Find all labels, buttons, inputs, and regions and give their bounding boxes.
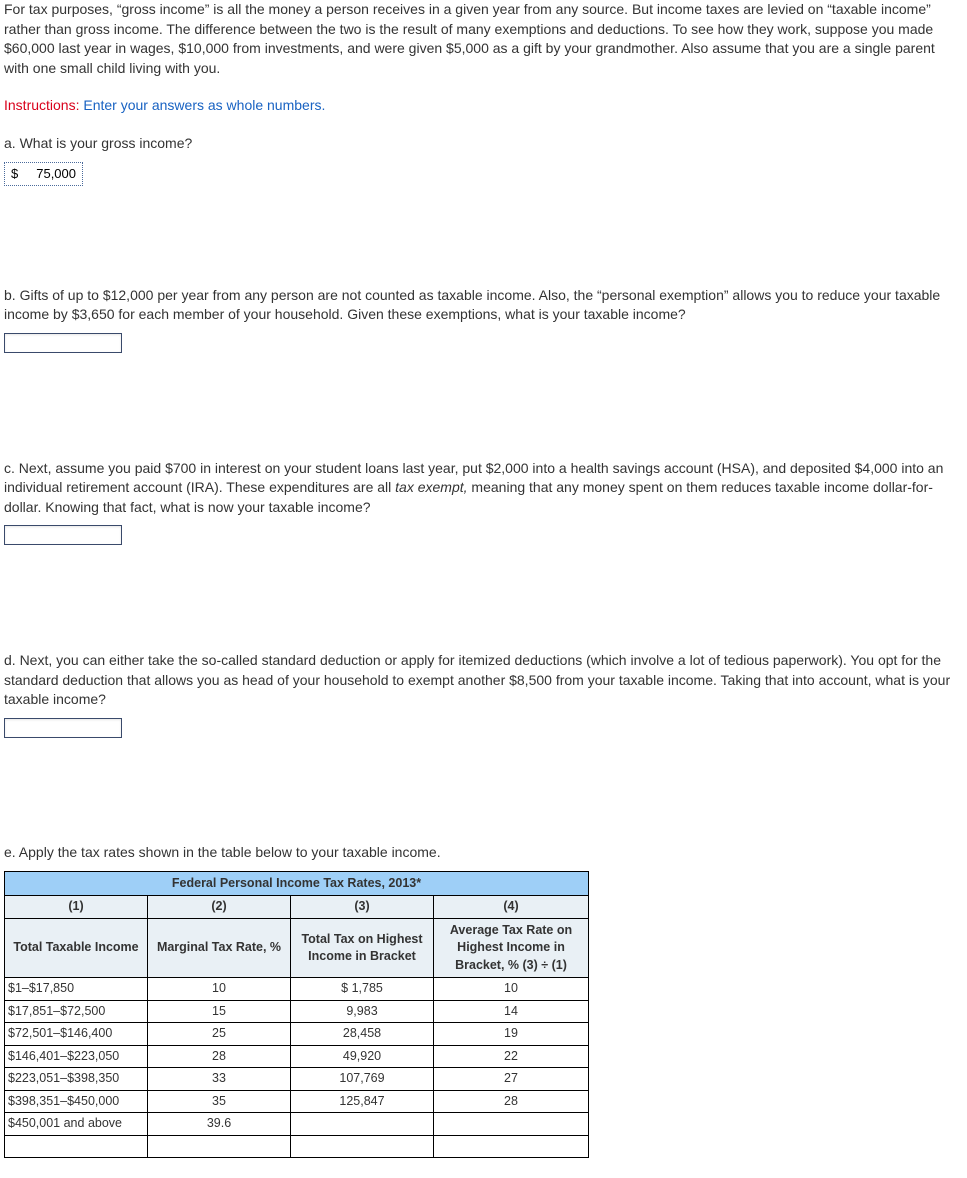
table-header-2: Marginal Tax Rate, % [148,918,291,978]
question-c-text: c. Next, assume you paid $700 in interes… [4,459,963,518]
question-e: e. Apply the tax rates shown in the tabl… [4,843,963,1158]
answer-b-input[interactable] [4,333,122,353]
table-title: Federal Personal Income Tax Rates, 2013* [5,871,589,896]
table-cell: 9,983 [291,1000,434,1023]
table-cell: $1–$17,850 [5,978,148,1001]
table-header-3: Total Tax on Highest Income in Bracket [291,918,434,978]
table-header-4: Average Tax Rate on Highest Income in Br… [434,918,589,978]
instructions-text: Enter your answers as whole numbers. [79,97,325,113]
question-a-text: a. What is your gross income? [4,134,963,154]
table-cell: $398,351–$450,000 [5,1090,148,1113]
table-cell: 33 [148,1068,291,1091]
table-cell [291,1113,434,1136]
table-cell: 28 [434,1090,589,1113]
table-colnum-2: (2) [148,896,291,919]
table-cell: $223,051–$398,350 [5,1068,148,1091]
question-c-italic: tax exempt, [395,479,467,495]
table-cell: 27 [434,1068,589,1091]
table-cell: 19 [434,1023,589,1046]
table-cell: 10 [148,978,291,1001]
table-cell: 25 [148,1023,291,1046]
table-row: $223,051–$398,35033107,76927 [5,1068,589,1091]
answer-d-input[interactable] [4,718,122,738]
tax-table: Federal Personal Income Tax Rates, 2013*… [4,871,589,1159]
table-cell: $ 1,785 [291,978,434,1001]
table-cell: 28,458 [291,1023,434,1046]
table-cell: 39.6 [148,1113,291,1136]
answer-a-box[interactable]: $75,000 [4,162,83,186]
dollar-sign: $ [11,165,18,183]
table-header-1: Total Taxable Income [5,918,148,978]
answer-a-value: 75,000 [36,165,76,183]
answer-c-input[interactable] [4,525,122,545]
question-d: d. Next, you can either take the so-call… [4,651,963,743]
question-b: b. Gifts of up to $12,000 per year from … [4,286,963,359]
table-cell: 15 [148,1000,291,1023]
question-c: c. Next, assume you paid $700 in interes… [4,459,963,551]
table-cell: 10 [434,978,589,1001]
table-colnum-4: (4) [434,896,589,919]
table-cell: $146,401–$223,050 [5,1045,148,1068]
table-row: $17,851–$72,500159,98314 [5,1000,589,1023]
table-cell: $17,851–$72,500 [5,1000,148,1023]
table-row: $450,001 and above39.6 [5,1113,589,1136]
table-row-empty [5,1135,589,1158]
table-colnum-1: (1) [5,896,148,919]
intro-text: For tax purposes, “gross income” is all … [4,0,963,78]
table-row: $1–$17,85010$ 1,78510 [5,978,589,1001]
table-cell: $450,001 and above [5,1113,148,1136]
question-a: a. What is your gross income? $75,000 [4,134,963,186]
table-cell: 125,847 [291,1090,434,1113]
table-cell [434,1113,589,1136]
question-d-text: d. Next, you can either take the so-call… [4,651,963,710]
table-cell: 107,769 [291,1068,434,1091]
table-cell: 14 [434,1000,589,1023]
table-cell: $72,501–$146,400 [5,1023,148,1046]
table-cell: 22 [434,1045,589,1068]
table-cell: 35 [148,1090,291,1113]
instructions-line: Instructions: Enter your answers as whol… [4,96,963,116]
instructions-label: Instructions: [4,97,79,113]
question-b-text: b. Gifts of up to $12,000 per year from … [4,286,963,325]
table-row: $72,501–$146,4002528,45819 [5,1023,589,1046]
table-cell: 28 [148,1045,291,1068]
table-cell: 49,920 [291,1045,434,1068]
question-e-text: e. Apply the tax rates shown in the tabl… [4,843,963,863]
table-row: $398,351–$450,00035125,84728 [5,1090,589,1113]
table-colnum-3: (3) [291,896,434,919]
table-row: $146,401–$223,0502849,92022 [5,1045,589,1068]
